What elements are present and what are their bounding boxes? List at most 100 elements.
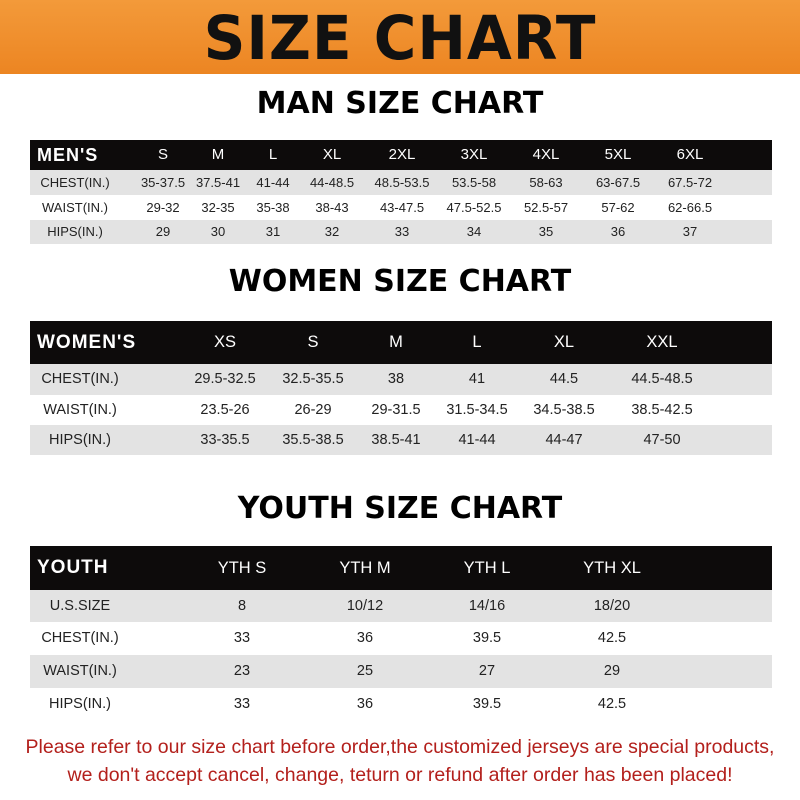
table-cell: 41	[468, 371, 486, 387]
youth-size-table: YOUTH YTH S YTH M YTH L YTH XL U.S.SIZE 8 10/12…	[30, 546, 772, 720]
table-row: CHEST(IN.) 33 36 39.5 42.5	[30, 622, 772, 655]
table-cell: 38-43	[315, 200, 349, 215]
table-row: WAIST(IN.) 23.5-26 26-29 29-31.5 31.5-34.5 34…	[30, 395, 772, 425]
row-label: CHEST(IN.)	[40, 175, 110, 190]
table-cell: 32	[324, 224, 340, 239]
size-header: YTH XL	[583, 559, 641, 577]
table-cell: 30	[210, 224, 226, 239]
row-label: U.S.SIZE	[49, 598, 111, 614]
size-header: 6XL	[676, 146, 704, 163]
table-cell: 42.5	[597, 630, 627, 646]
table-cell: 57-62	[601, 200, 635, 215]
table-cell: 41-44	[256, 175, 290, 190]
table-cell: 26-29	[294, 402, 332, 418]
table-cell: 36	[356, 630, 374, 646]
table-cell: 10/12	[346, 598, 384, 614]
row-label: WAIST(IN.)	[43, 663, 117, 679]
size-header: S	[307, 333, 319, 351]
table-cell: 29	[155, 224, 171, 239]
table-cell: 35.5-38.5	[282, 432, 344, 448]
table-cell: 44-48.5	[309, 175, 355, 190]
row-label: WAIST(IN.)	[42, 200, 108, 215]
table-cell: 48.5-53.5	[374, 175, 430, 190]
table-row: U.S.SIZE 8 10/12 14/16 18/20	[30, 590, 772, 622]
table-cell: 38	[387, 371, 405, 387]
table-cell: 25	[356, 663, 374, 679]
header-row: YOUTH YTH S YTH M YTH L YTH XL	[30, 546, 772, 590]
table-cell: 18/20	[593, 598, 631, 614]
men-chart-title: MAN SIZE CHART	[256, 86, 544, 121]
table-row: HIPS(IN.) 33 36 39.5 42.5	[30, 688, 772, 720]
size-header: 2XL	[388, 146, 416, 163]
size-header: XL	[322, 146, 342, 163]
size-header: YTH L	[463, 559, 511, 577]
table-cell: 23	[233, 663, 251, 679]
table-cell: 39.5	[472, 696, 502, 712]
table-cell: 36	[610, 224, 626, 239]
size-header: L	[472, 333, 482, 351]
table-cell: 29	[603, 663, 621, 679]
size-header: L	[268, 146, 278, 163]
table-cell: 39.5	[472, 630, 502, 646]
table-cell: 29.5-32.5	[194, 371, 256, 387]
size-header: XXL	[646, 333, 678, 351]
table-cell: 23.5-26	[200, 402, 250, 418]
size-header: 4XL	[532, 146, 560, 163]
table-cell: 8	[237, 598, 247, 614]
table-cell: 32.5-35.5	[282, 371, 344, 387]
table-row: CHEST(IN.) 35-37.5 37.5-41 41-44 44-48.5 48.5…	[30, 170, 772, 195]
table-cell: 47.5-52.5	[446, 200, 502, 215]
table-cell: 35	[538, 224, 554, 239]
men-size-table: MEN'S S M L XL 2XL 3XL 4XL 5XL 6XL CHEST(IN.) 35-37…	[30, 140, 772, 244]
size-header: YTH M	[339, 559, 391, 577]
table-cell: 53.5-58	[451, 175, 497, 190]
youth-chart-title: YOUTH SIZE CHART	[237, 491, 563, 526]
table-cell: 33	[233, 696, 251, 712]
women-size-table: WOMEN'S XS S M L XL XXL CHEST(IN.) 29.5-32.5 32.5…	[30, 321, 772, 455]
table-row: WAIST(IN.) 23 25 27 29	[30, 655, 772, 688]
table-header-label: YOUTH	[37, 557, 109, 578]
table-cell: 41-44	[458, 432, 496, 448]
table-cell: 42.5	[597, 696, 627, 712]
table-cell: 33	[394, 224, 410, 239]
header-row: WOMEN'S XS S M L XL XXL	[30, 321, 772, 364]
table-cell: 31.5-34.5	[446, 402, 508, 418]
table-cell: 38.5-42.5	[631, 402, 693, 418]
table-cell: 44.5	[549, 371, 579, 387]
row-label: CHEST(IN.)	[41, 371, 119, 387]
table-row: HIPS(IN.) 29 30 31 32 33 34 35 36 37	[30, 220, 772, 244]
table-cell: 33-35.5	[200, 432, 250, 448]
size-header: YTH S	[217, 559, 267, 577]
table-cell: 34	[466, 224, 482, 239]
table-cell: 63-67.5	[595, 175, 641, 190]
table-cell: 58-63	[529, 175, 563, 190]
table-cell: 35-38	[256, 200, 290, 215]
size-header: S	[157, 146, 169, 163]
size-header: 5XL	[604, 146, 632, 163]
table-row: WAIST(IN.) 29-32 32-35 35-38 38-43 43-47.5 47.…	[30, 195, 772, 220]
table-cell: 43-47.5	[379, 200, 425, 215]
table-cell: 27	[478, 663, 496, 679]
table-cell: 37.5-41	[195, 175, 241, 190]
size-header: XS	[213, 333, 237, 351]
policy-note-line-1: Please refer to our size chart before or…	[25, 736, 775, 758]
table-cell: 32-35	[201, 200, 235, 215]
table-cell: 38.5-41	[371, 432, 421, 448]
size-header: M	[211, 146, 225, 163]
table-cell: 35-37.5	[140, 175, 186, 190]
table-cell: 36	[356, 696, 374, 712]
table-cell: 34.5-38.5	[533, 402, 595, 418]
table-cell: 52.5-57	[523, 200, 569, 215]
table-cell: 29-31.5	[371, 402, 421, 418]
table-header-label: MEN'S	[37, 145, 99, 165]
table-cell: 67.5-72	[667, 175, 713, 190]
row-label: HIPS(IN.)	[48, 696, 112, 712]
table-cell: 44-47	[545, 432, 583, 448]
banner-title: SIZE CHART	[203, 2, 597, 74]
policy-note-line-2: we don't accept cancel, change, teturn o…	[67, 764, 733, 786]
row-label: WAIST(IN.)	[43, 402, 117, 418]
table-cell: 62-66.5	[667, 200, 713, 215]
table-cell: 29-32	[146, 200, 180, 215]
table-header-label: WOMEN'S	[37, 332, 137, 353]
table-row: HIPS(IN.) 33-35.5 35.5-38.5 38.5-41 41-44 44-…	[30, 425, 772, 455]
